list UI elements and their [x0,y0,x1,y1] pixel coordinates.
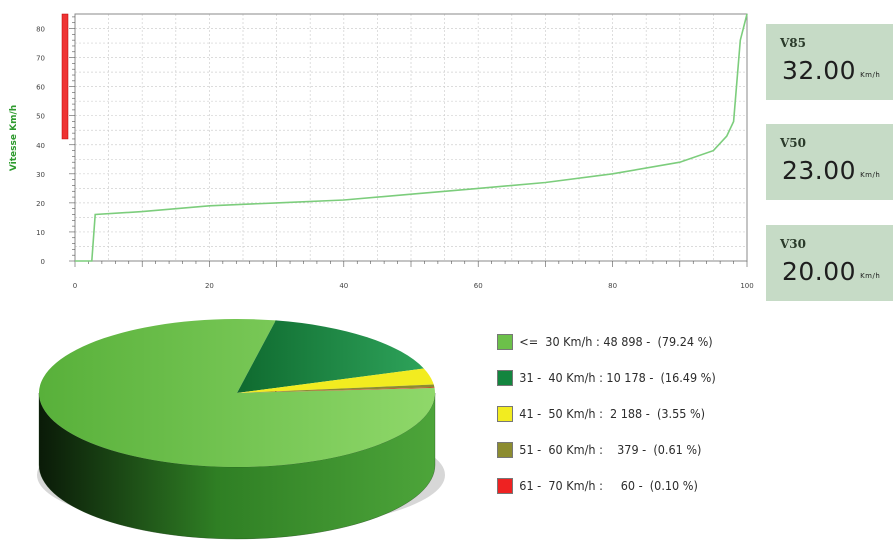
y-axis-label: Vitesse Km/h [9,105,19,171]
v50-value-line: 23.00 Km/h [782,156,880,185]
legend-item: 61 - 70 Km/h : 60 - (0.10 %) [483,462,698,494]
chart-grid [75,14,747,261]
speed-class-pie-chart [37,318,445,540]
legend-text: <= 30 Km/h : 48 898 - (79.24 %) [519,334,713,349]
x-tick-label: 100 [740,282,753,290]
v50-value: 23.00 [782,156,857,185]
pie-slice [38,318,435,468]
v30-unit: Km/h [860,272,881,280]
legend-item: 41 - 50 Km/h : 2 188 - (3.55 %) [483,390,705,422]
x-tick-label: 40 [339,282,348,290]
legend-swatch [497,441,514,458]
speed-line-chart: 0 10 20 30 40 50 60 70 80 0 20 40 60 80 100 Vitesse K… [9,13,754,290]
x-tick-label: 60 [474,282,483,290]
y-tick-label: 70 [36,55,45,63]
x-tick-label: 0 [73,282,77,290]
pie-slice [237,384,435,393]
v50-card: V50 23.00 Km/h [766,124,893,200]
v85-label: V85 [780,36,807,50]
y-tick-label: 60 [36,84,45,92]
y-tick-label: 20 [36,200,45,208]
pie-slice [237,320,424,393]
legend-swatch [497,405,514,422]
v30-label: V30 [780,237,807,251]
x-axis: 0 20 40 60 80 100 [73,261,754,290]
pie-slice [237,387,435,393]
y-axis: 0 10 20 30 40 50 60 70 80 [36,16,75,266]
y-tick-label: 30 [36,171,45,179]
v30-value-line: 20.00 Km/h [782,257,880,286]
v50-unit: Km/h [860,171,881,179]
legend-item: 31 - 40 Km/h : 10 178 - (16.49 %) [483,354,716,386]
y-tick-label: 80 [36,26,45,34]
v85-unit: Km/h [860,71,881,79]
x-tick-label: 80 [608,282,617,290]
legend-item: <= 30 Km/h : 48 898 - (79.24 %) [483,318,713,350]
v85-card: V85 32.00 Km/h [766,24,893,100]
legend-swatch [497,477,514,494]
legend-text: 31 - 40 Km/h : 10 178 - (16.49 %) [519,370,716,385]
legend-text: 51 - 60 Km/h : 379 - (0.61 %) [519,442,702,457]
legend-text: 41 - 50 Km/h : 2 188 - (3.55 %) [519,406,706,421]
v50-label: V50 [780,136,807,150]
speed-distribution-line [75,13,748,262]
pie-slice [237,368,434,393]
y-tick-label: 40 [36,142,45,150]
legend-swatch [497,369,514,386]
max-speed-marker-bar [61,13,69,140]
legend-text: 61 - 70 Km/h : 60 - (0.10 %) [519,478,698,493]
y-tick-label: 50 [36,113,45,121]
v85-value: 32.00 [782,56,857,85]
y-tick-label: 0 [41,258,45,266]
v30-card: V30 20.00 Km/h [766,225,893,301]
v85-value-line: 32.00 Km/h [782,56,880,85]
legend-item: 51 - 60 Km/h : 379 - (0.61 %) [483,426,701,458]
v30-value: 20.00 [782,257,857,286]
x-tick-label: 20 [205,282,214,290]
legend-swatch [497,333,514,350]
y-tick-label: 10 [36,229,45,237]
